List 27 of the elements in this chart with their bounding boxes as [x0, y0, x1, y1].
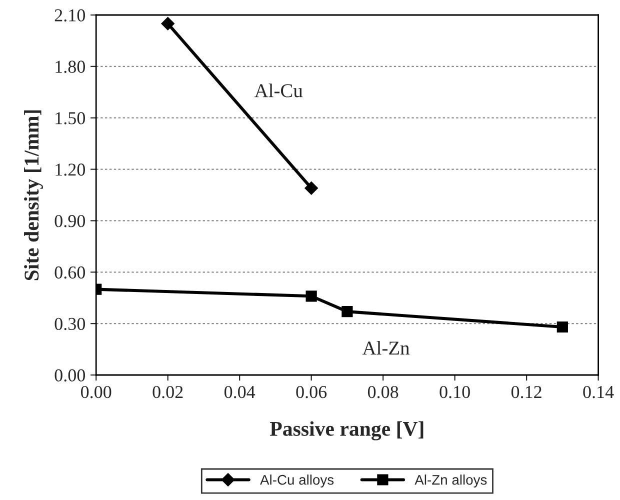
point	[161, 16, 174, 30]
x-tick-label: 0.04	[224, 386, 256, 398]
point	[556, 321, 568, 333]
annotation: Al-Cu	[254, 84, 303, 98]
y-tick-label: 1.50	[56, 112, 85, 124]
x-tick-label: 0.08	[368, 386, 398, 398]
x-axis-title: Passive range [V]	[270, 421, 424, 440]
y-tick-label: 0.30	[54, 318, 85, 330]
legend-label: Al-Cu alloys	[260, 474, 334, 488]
x-tick-label: 0.06	[296, 386, 327, 398]
x-tick-label: 0.12	[511, 386, 542, 398]
y-tick-label: 0.60	[54, 266, 85, 279]
y-tick-label: 0.00	[54, 369, 85, 382]
y-tick-label: 1.20	[56, 164, 85, 176]
x-tick-label: 0.14	[583, 386, 614, 398]
annotation: Al-Zn	[362, 340, 410, 354]
point	[304, 182, 318, 195]
x-tick-label: 0.00	[80, 386, 112, 398]
x-tick-label: 0.02	[152, 386, 183, 398]
x-tick-label: 0.10	[440, 386, 470, 398]
y-tick-label: 2.10	[54, 9, 85, 22]
point	[306, 290, 317, 302]
y-tick-label: 1.80	[56, 60, 85, 73]
point	[342, 306, 353, 318]
y-axis-title: Site density [1/mm]	[24, 110, 43, 280]
y-tick-label: 0.90	[54, 214, 85, 228]
legend-label: Al-Zn alloys	[414, 474, 487, 488]
